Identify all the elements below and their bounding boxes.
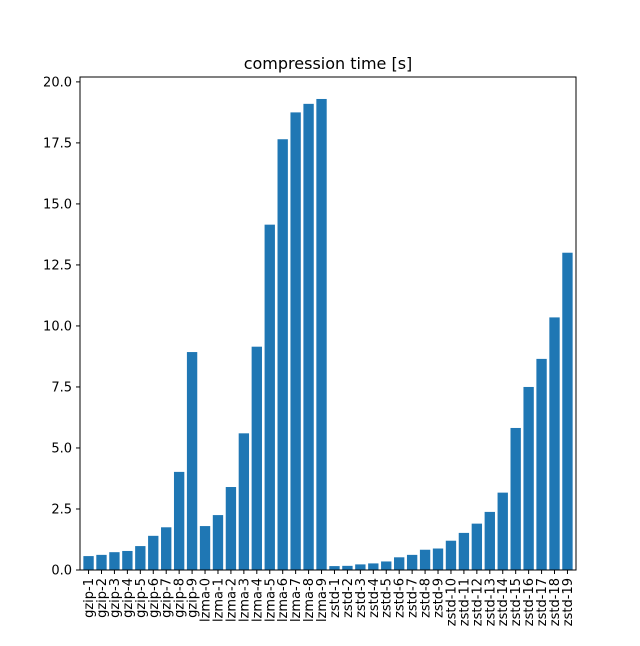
x-tick-label: lzma-7 <box>289 578 304 622</box>
bar-lzma-7 <box>290 112 301 570</box>
x-tick-label: zstd-10 <box>444 578 459 626</box>
x-tick-label: zstd-1 <box>328 578 343 618</box>
bar-zstd-11 <box>458 532 470 570</box>
bar-zstd-3 <box>355 564 366 570</box>
y-tick-label: 7.5 <box>51 380 72 395</box>
x-tick-label: lzma-0 <box>199 578 214 622</box>
chart-title: compression time [s] <box>244 54 413 73</box>
bar-zstd-16 <box>523 386 534 570</box>
x-tick-label: lzma-9 <box>315 578 330 622</box>
y-tick-label: 5.0 <box>51 441 72 456</box>
bar-zstd-7 <box>406 554 418 570</box>
x-tick-label: lzma-6 <box>276 578 291 622</box>
x-tick-label: gzip-1 <box>82 578 97 618</box>
x-tick-label: zstd-11 <box>457 578 472 626</box>
x-tick-label: lzma-2 <box>224 578 239 622</box>
x-tick-label: zstd-5 <box>380 578 395 618</box>
x-tick-label: lzma-4 <box>250 578 265 622</box>
plot-frame <box>79 76 577 571</box>
x-tick-label: zstd-8 <box>419 578 434 618</box>
bar-lzma-1 <box>212 515 224 570</box>
x-tick-label: zstd-15 <box>509 578 524 626</box>
x-tick-label: zstd-7 <box>406 578 421 618</box>
x-tick-label: gzip-3 <box>108 578 123 618</box>
bar-zstd-1 <box>329 566 340 570</box>
bars-layer <box>83 98 573 571</box>
bar-zstd-15 <box>510 427 521 570</box>
bar-zstd-6 <box>394 557 405 570</box>
bar-lzma-4 <box>251 346 262 570</box>
y-tick-label: 15.0 <box>43 197 72 212</box>
x-tick-label: zstd-19 <box>561 578 576 626</box>
x-tick-label: gzip-7 <box>160 578 175 618</box>
bar-zstd-10 <box>445 540 457 570</box>
y-tick-label: 20.0 <box>43 75 72 90</box>
x-tick-label: zstd-6 <box>393 578 408 618</box>
bar-zstd-19 <box>562 252 573 570</box>
x-tick-label: gzip-9 <box>186 578 201 618</box>
bar-lzma-6 <box>277 139 288 571</box>
x-tick-label: zstd-16 <box>522 578 537 626</box>
x-tick-label: lzma-1 <box>211 578 226 622</box>
x-tick-label: zstd-12 <box>470 578 485 626</box>
bar-gzip-7 <box>161 527 172 570</box>
y-tick-label: 2.5 <box>51 502 72 517</box>
bar-gzip-2 <box>96 554 107 570</box>
x-tick-label: lzma-3 <box>237 578 252 622</box>
y-tick-label: 0.0 <box>51 564 72 579</box>
bar-zstd-5 <box>381 561 392 570</box>
y-axis: 0.0 2.5 5.0 7.5 10.0 12.5 15.0 17.5 20.0 <box>43 75 80 579</box>
bar-zstd-13 <box>484 511 495 570</box>
bar-gzip-1 <box>83 556 94 570</box>
y-tick-label: 12.5 <box>43 258 72 273</box>
bar-gzip-9 <box>186 352 198 570</box>
x-axis: gzip-1gzip-2gzip-3gzip-4gzip-5gzip-6gzip… <box>82 570 576 626</box>
x-tick-label: zstd-17 <box>535 578 550 626</box>
x-tick-label: zstd-3 <box>354 578 369 618</box>
bar-lzma-5 <box>264 224 275 570</box>
y-tick-label: 17.5 <box>43 136 72 151</box>
bar-gzip-5 <box>135 546 146 570</box>
x-tick-label: lzma-5 <box>263 578 278 622</box>
x-tick-label: gzip-5 <box>134 578 149 618</box>
bar-lzma-0 <box>199 526 211 570</box>
bar-zstd-4 <box>368 563 379 570</box>
x-tick-label: zstd-18 <box>548 578 563 626</box>
x-tick-label: zstd-2 <box>341 578 356 618</box>
bar-zstd-17 <box>536 358 547 570</box>
bar-gzip-6 <box>148 535 159 570</box>
x-tick-label: gzip-8 <box>173 578 188 618</box>
bar-lzma-8 <box>303 103 314 570</box>
x-tick-label: zstd-4 <box>367 578 382 618</box>
x-tick-label: gzip-2 <box>95 578 110 618</box>
bar-gzip-3 <box>109 552 120 570</box>
x-tick-label: zstd-9 <box>432 578 447 618</box>
x-tick-label: gzip-6 <box>147 578 162 618</box>
x-tick-label: lzma-8 <box>302 578 317 622</box>
bar-zstd-18 <box>549 317 560 570</box>
x-tick-label: gzip-4 <box>121 578 136 618</box>
bar-gzip-4 <box>122 550 133 570</box>
x-tick-label: zstd-14 <box>496 578 511 626</box>
bar-lzma-2 <box>225 487 237 570</box>
bar-zstd-9 <box>432 548 444 570</box>
bar-gzip-8 <box>173 471 185 570</box>
bar-zstd-14 <box>497 492 508 570</box>
y-tick-label: 10.0 <box>43 319 72 334</box>
bar-lzma-9 <box>316 98 327 570</box>
bar-zstd-12 <box>471 523 483 570</box>
bar-zstd-8 <box>419 549 431 570</box>
bar-lzma-3 <box>238 433 250 570</box>
x-tick-label: zstd-13 <box>483 578 498 626</box>
bar-zstd-2 <box>342 565 353 570</box>
